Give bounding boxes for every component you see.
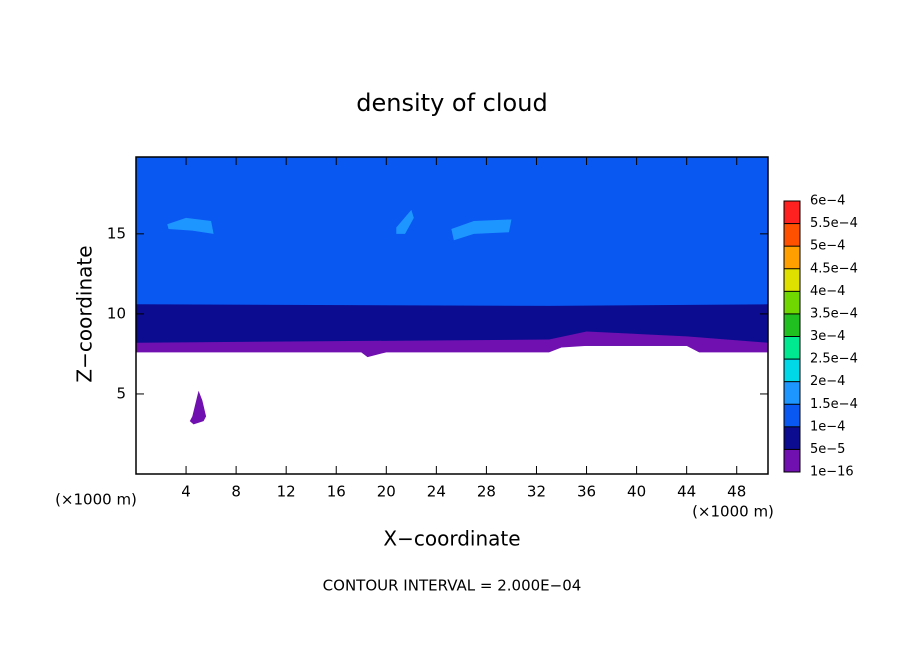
colorbar-label: 5e−5: [810, 442, 845, 457]
x-tick-label: 44: [677, 483, 696, 501]
y-axis-label: Z−coordinate: [73, 245, 97, 382]
x-tick-label: 20: [377, 483, 396, 501]
chart-title: density of cloud: [356, 89, 547, 117]
x-unit-label: (×1000 m): [692, 503, 774, 521]
x-tick-label: 16: [327, 483, 346, 501]
x-tick-label: 36: [577, 483, 596, 501]
colorbar-band: [784, 426, 800, 450]
colorbar-label: 1.5e−4: [810, 397, 858, 412]
colorbar-band: [784, 246, 800, 269]
plot-frame: [135, 156, 769, 475]
colorbar-band: [784, 268, 800, 292]
colorbar-label: 2e−4: [810, 374, 845, 389]
colorbar-band: [784, 201, 800, 224]
y-tick-label: 10: [107, 304, 126, 322]
colorbar-label: 2.5e−4: [810, 352, 858, 367]
x-tick-label: 48: [727, 483, 746, 501]
x-tick-label: 32: [527, 483, 546, 501]
x-tick-label: 28: [477, 483, 496, 501]
colorbar-label: 1e−16: [810, 465, 854, 480]
contour-region: [136, 331, 768, 358]
colorbar-band: [784, 336, 800, 360]
contour-region: [189, 390, 207, 425]
x-axis-label: X−coordinate: [383, 527, 520, 551]
colorbar-band: [784, 223, 800, 247]
colorbar-label: 6e−4: [810, 194, 845, 209]
x-tick-label: 12: [277, 483, 296, 501]
x-tick-label: 4: [181, 483, 191, 501]
colorbar-band: [784, 313, 800, 337]
x-tick-label: 40: [627, 483, 646, 501]
x-unit-label: (×1000 m): [55, 491, 137, 509]
colorbar-band: [784, 404, 800, 427]
colorbar-label: 1e−4: [810, 419, 845, 434]
colorbar-label: 4.5e−4: [810, 261, 858, 276]
colorbar-label: 3.5e−4: [810, 306, 858, 321]
colorbar-label: 4e−4: [810, 284, 845, 299]
colorbar-label: 3e−4: [810, 329, 845, 344]
y-tick-label: 5: [116, 384, 126, 402]
colorbar-band: [784, 359, 800, 382]
contour-region: [167, 217, 214, 234]
y-tick-label: 15: [107, 224, 126, 242]
contour-note: CONTOUR INTERVAL = 2.000E−04: [323, 577, 582, 595]
contour-region: [396, 209, 414, 234]
contour-region: [136, 157, 768, 321]
colorbar-band: [784, 381, 800, 405]
colorbar-label: 5.5e−4: [810, 216, 858, 231]
contour-region: [451, 219, 512, 241]
x-tick-label: 24: [427, 483, 446, 501]
colorbar-band: [784, 449, 800, 472]
colorbar-label: 5e−4: [810, 239, 845, 254]
x-tick-label: 8: [231, 483, 241, 501]
colorbar-band: [784, 291, 800, 314]
